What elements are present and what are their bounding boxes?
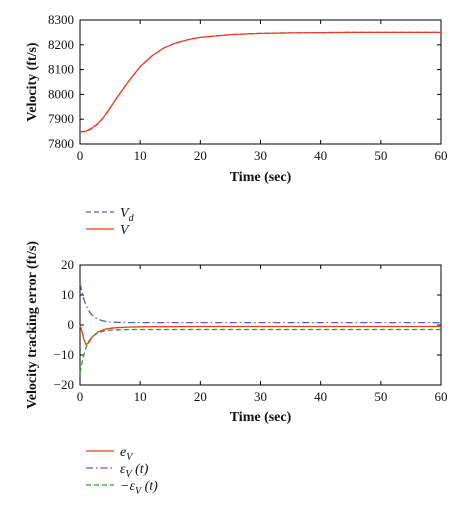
chart-0-legend-symbol-0: V [120, 206, 130, 221]
chart-1-legend-subscript-1: V [126, 469, 134, 480]
chart-1-plot-frame [79, 264, 442, 386]
chart-0-legend-label-0: Vd [120, 206, 135, 224]
chart-1-legend-symbol-2: −ε [120, 479, 135, 494]
chart-0-x-tick-label: 40 [314, 148, 327, 163]
chart-0-x-tick-label: 30 [254, 148, 267, 163]
chart-0-plot-frame [79, 19, 442, 145]
chart-0-x-tick-label: 60 [435, 148, 448, 163]
chart-1-legend-subscript-0: V [126, 452, 134, 463]
chart-1-x-tick-label: 0 [77, 389, 84, 404]
chart-0-y-tick-label: 8000 [48, 86, 74, 101]
chart-0-legend-symbol-1: V [120, 223, 130, 238]
chart-0-legend-subscript-0: d [129, 213, 135, 224]
chart-1-x-axis-title: Time (sec) [230, 410, 292, 425]
chart-1-legend-suffix-1: (t) [132, 462, 149, 477]
chart-1-legend-suffix-2: (t) [141, 479, 158, 494]
chart-0-y-axis-title: Velocity (ft/s) [25, 42, 40, 122]
chart-0-x-tick-label: 0 [77, 148, 84, 163]
chart-0-legend-label-1: V [120, 223, 130, 238]
chart-1-legend-label-2: −εV (t) [120, 479, 158, 497]
chart-1-legend-subscript-2: V [135, 486, 143, 497]
chart-0-series-line-1 [79, 31, 441, 133]
chart-1-y-tick-label: 20 [61, 257, 74, 272]
chart-1-y-tick-label: 0 [68, 317, 75, 332]
chart-0-x-tick-label: 20 [194, 148, 207, 163]
chart-0-x-axis-title: Time (sec) [230, 170, 292, 185]
chart-1-legend-symbol-1: ε [120, 462, 126, 477]
chart-1-x-tick-label: 60 [435, 389, 448, 404]
chart-0-y-tick-label: 8300 [48, 12, 74, 27]
chart-1-x-tick-label: 40 [314, 389, 327, 404]
chart-1-y-axis-title: Velocity tracking error (ft/s) [25, 241, 40, 409]
chart-1-legend-label-0: eV [120, 445, 134, 463]
chart-1-x-tick-label: 30 [254, 389, 267, 404]
chart-1-legend-symbol-0: e [120, 445, 126, 460]
chart-1-legend-label-1: εV (t) [120, 462, 149, 480]
chart-1-y-tick-label: −10 [54, 347, 74, 362]
chart-1-series-line-1 [79, 282, 441, 324]
chart-0-y-tick-label: 8100 [48, 62, 74, 77]
chart-1-y-tick-label: 10 [61, 287, 74, 302]
chart-0-y-tick-label: 7800 [48, 136, 74, 151]
chart-1-x-tick-label: 20 [194, 389, 207, 404]
chart-0-y-tick-label: 8200 [48, 37, 74, 52]
chart-1-x-tick-label: 50 [374, 389, 387, 404]
chart-0-series-line-0 [80, 31, 441, 133]
chart-1-series-line-0 [79, 324, 441, 346]
chart-0-x-tick-label: 50 [374, 148, 387, 163]
chart-1-y-tick-label: −20 [54, 377, 74, 392]
chart-0-x-tick-label: 10 [134, 148, 147, 163]
chart-1-x-tick-label: 10 [134, 389, 147, 404]
chart-0-y-tick-label: 7900 [48, 111, 74, 126]
chart-1-series-line-2 [79, 328, 441, 374]
